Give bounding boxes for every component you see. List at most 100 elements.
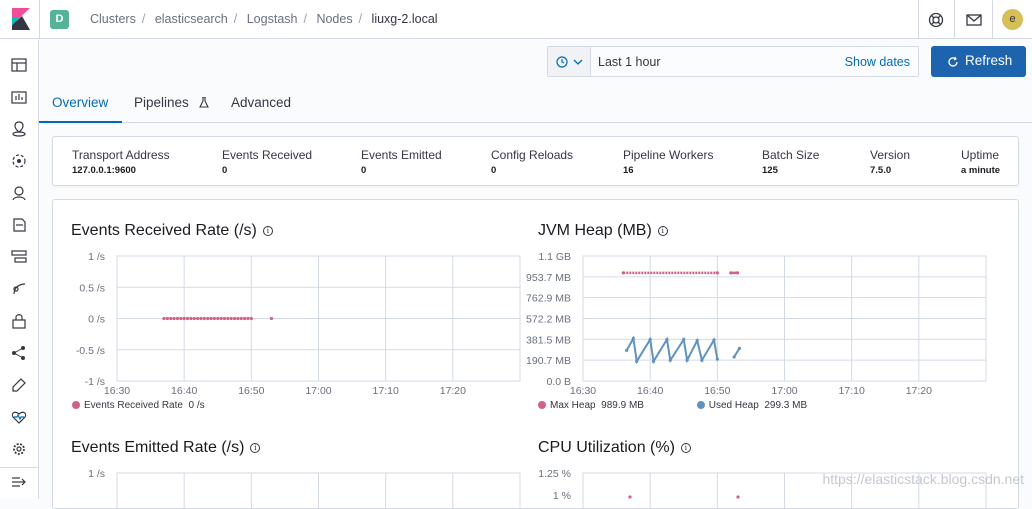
maps-icon[interactable]	[11, 121, 27, 137]
collapse-nav-icon[interactable]	[11, 474, 27, 490]
chart-title-jvm-heap: JVM Heap (MB)i	[538, 222, 668, 240]
breadcrumb-cluster[interactable]: elasticsearch	[155, 12, 228, 26]
data-point	[183, 317, 186, 320]
legend-item-used-heap[interactable]: Used Heap 299.3 MB	[697, 400, 807, 411]
header-divider	[39, 0, 40, 39]
breadcrumb-nodes[interactable]: Nodes	[316, 12, 352, 26]
data-point	[166, 317, 169, 320]
user-avatar[interactable]: e	[1002, 9, 1023, 30]
data-point	[236, 317, 239, 320]
data-point	[738, 347, 741, 350]
data-point	[270, 317, 273, 320]
selected-tab-indicator	[39, 121, 122, 123]
data-point	[622, 271, 625, 274]
data-point	[669, 359, 672, 362]
show-dates-link[interactable]: Show dates	[845, 55, 910, 69]
y-tick-label: 381.5 MB	[526, 334, 571, 346]
visualize-icon[interactable]	[11, 89, 27, 105]
data-point	[172, 317, 175, 320]
y-tick-label: 0.0 B	[546, 376, 571, 388]
uptime-icon[interactable]	[11, 313, 27, 329]
data-point	[736, 271, 739, 274]
monitoring-icon[interactable]	[11, 409, 27, 425]
y-tick-label: -1 /s	[85, 376, 105, 388]
space-avatar[interactable]: D	[50, 10, 69, 29]
series-line-used-heap	[627, 338, 718, 361]
y-tick-label: 1 /s	[88, 251, 105, 263]
y-tick-label: 572.2 MB	[526, 314, 571, 326]
data-point	[206, 317, 209, 320]
chevron-down-icon	[573, 58, 583, 66]
help-icon[interactable]	[927, 11, 945, 29]
info-icon[interactable]: i	[681, 443, 691, 453]
clock-icon	[556, 56, 568, 68]
y-tick-label: 0.5 /s	[79, 282, 105, 294]
legend-jvm-heap: Max Heap 989.9 MB Used Heap 299.3 MB	[538, 400, 857, 411]
data-point	[186, 317, 189, 320]
refresh-button[interactable]: Refresh	[931, 46, 1026, 77]
kibana-logo-icon[interactable]	[10, 8, 30, 30]
x-tick-label: 16:40	[171, 385, 197, 397]
graph-icon[interactable]	[11, 345, 27, 361]
legend-item-max-heap[interactable]: Max Heap 989.9 MB	[538, 400, 644, 411]
breadcrumb-current-node: liuxg-2.local	[372, 12, 438, 26]
data-point	[189, 317, 192, 320]
data-point	[223, 317, 226, 320]
tab-pipelines[interactable]: Pipelines	[134, 95, 209, 110]
tab-bar: Overview Pipelines Advanced	[39, 88, 1032, 123]
y-tick-label: 1.1 GB	[538, 251, 571, 263]
management-gear-icon[interactable]	[11, 441, 27, 457]
info-icon[interactable]: i	[250, 443, 260, 453]
data-point	[712, 338, 715, 341]
info-icon[interactable]: i	[263, 226, 273, 236]
siem-icon[interactable]	[11, 185, 27, 201]
dev-tools-icon[interactable]	[11, 377, 27, 393]
legend-item-events-received-rate[interactable]: Events Received Rate 0 /s	[72, 400, 205, 411]
breadcrumb-clusters[interactable]: Clusters	[90, 12, 136, 26]
data-point	[179, 317, 182, 320]
x-tick-label: 17:20	[440, 385, 466, 397]
breadcrumb-logstash[interactable]: Logstash	[247, 12, 298, 26]
data-point	[733, 355, 736, 358]
data-point	[162, 317, 165, 320]
refresh-icon	[947, 56, 959, 68]
y-tick-label: 762.9 MB	[526, 293, 571, 305]
top-header: D Clusters/ elasticsearch/ Logstash/ Nod…	[0, 0, 1032, 39]
infrastructure-icon[interactable]	[11, 249, 27, 265]
data-point	[216, 317, 219, 320]
quick-select-button[interactable]	[548, 47, 591, 76]
dashboard-icon[interactable]	[11, 57, 27, 73]
x-tick-label: 17:10	[839, 385, 865, 397]
mail-icon[interactable]	[965, 11, 983, 29]
data-point	[209, 317, 212, 320]
logs-icon[interactable]	[11, 217, 27, 233]
date-picker[interactable]: Last 1 hour Show dates	[547, 46, 919, 77]
tab-overview[interactable]: Overview	[52, 95, 108, 110]
apm-icon[interactable]	[11, 281, 27, 297]
data-point	[632, 337, 635, 340]
data-point	[176, 317, 179, 320]
time-range-label[interactable]: Last 1 hour	[598, 55, 661, 69]
data-point	[716, 358, 719, 361]
x-tick-label: 16:50	[238, 385, 264, 397]
legend-events-received: Events Received Rate 0 /s	[72, 400, 255, 411]
data-point	[230, 317, 233, 320]
x-tick-label: 16:50	[704, 385, 730, 397]
x-tick-label: 17:20	[906, 385, 932, 397]
ml-icon[interactable]	[11, 153, 27, 169]
info-icon[interactable]: i	[658, 226, 668, 236]
data-point	[220, 317, 223, 320]
beaker-icon	[199, 97, 209, 108]
data-point	[628, 495, 631, 498]
x-tick-label: 16:40	[637, 385, 663, 397]
y-tick-label: 1.25 %	[538, 468, 571, 480]
y-tick-label: -0.5 /s	[76, 345, 105, 357]
tab-advanced[interactable]: Advanced	[231, 95, 291, 110]
